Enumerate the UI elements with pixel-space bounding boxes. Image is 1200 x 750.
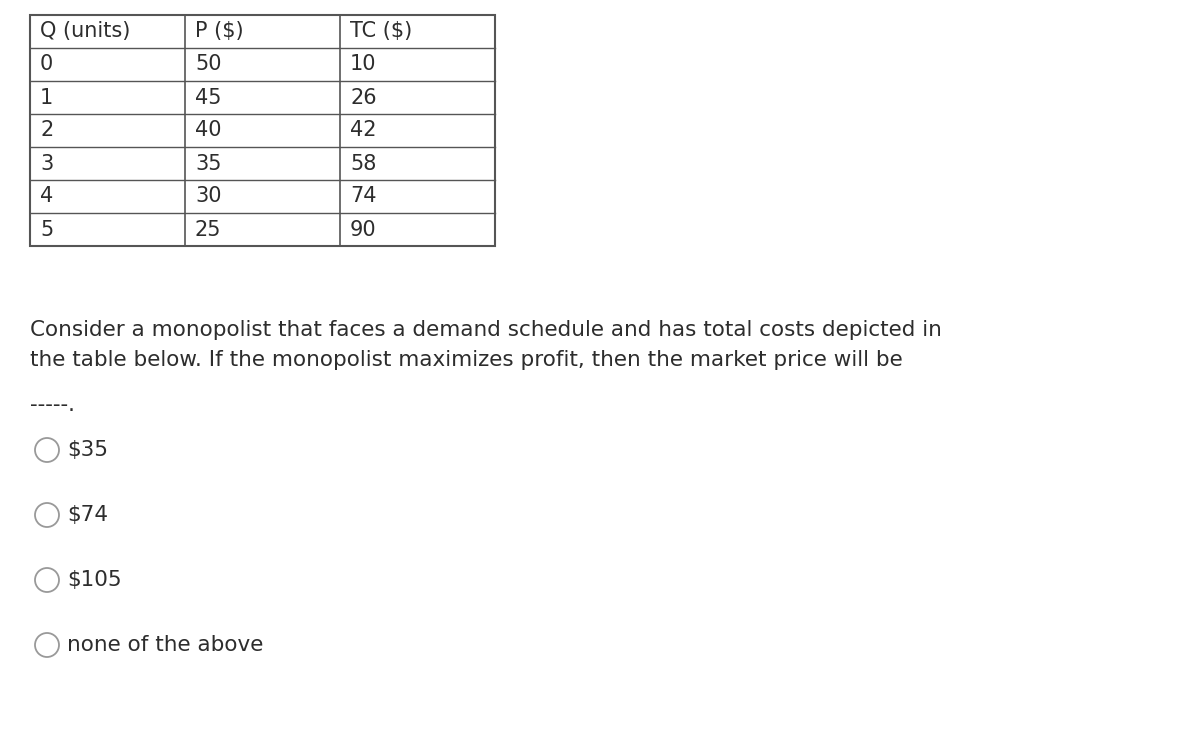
- Text: 30: 30: [194, 187, 222, 206]
- Text: 74: 74: [350, 187, 377, 206]
- Circle shape: [35, 568, 59, 592]
- Text: 45: 45: [194, 88, 222, 107]
- Text: $35: $35: [67, 440, 108, 460]
- Text: 25: 25: [194, 220, 222, 239]
- Text: 50: 50: [194, 55, 222, 74]
- Text: 0: 0: [40, 55, 53, 74]
- Bar: [30, 15, 496, 246]
- Text: TC ($): TC ($): [350, 22, 413, 41]
- Text: 90: 90: [350, 220, 377, 239]
- Text: 26: 26: [350, 88, 377, 107]
- Text: -----.: -----.: [30, 395, 74, 415]
- Circle shape: [35, 503, 59, 527]
- Text: $105: $105: [67, 570, 121, 590]
- Text: 5: 5: [40, 220, 53, 239]
- Text: 42: 42: [350, 121, 377, 140]
- Text: 10: 10: [350, 55, 377, 74]
- Text: Consider a monopolist that faces a demand schedule and has total costs depicted : Consider a monopolist that faces a deman…: [30, 320, 942, 340]
- Text: 40: 40: [194, 121, 222, 140]
- Text: 58: 58: [350, 154, 377, 173]
- Circle shape: [35, 438, 59, 462]
- Text: none of the above: none of the above: [67, 635, 263, 655]
- Circle shape: [35, 633, 59, 657]
- Text: 2: 2: [40, 121, 53, 140]
- Text: $74: $74: [67, 505, 108, 525]
- Text: 35: 35: [194, 154, 222, 173]
- Text: Q (units): Q (units): [40, 22, 131, 41]
- Text: P ($): P ($): [194, 22, 244, 41]
- Text: 1: 1: [40, 88, 53, 107]
- Text: the table below. If the monopolist maximizes profit, then the market price will : the table below. If the monopolist maxim…: [30, 350, 902, 370]
- Text: 3: 3: [40, 154, 53, 173]
- Text: 4: 4: [40, 187, 53, 206]
